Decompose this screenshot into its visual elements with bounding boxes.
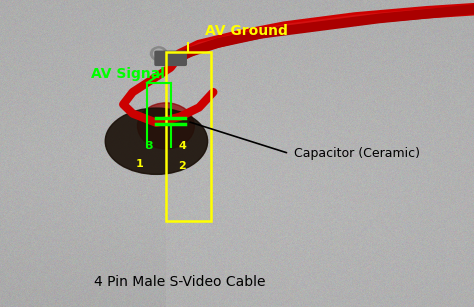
Ellipse shape — [105, 108, 208, 174]
Text: 1: 1 — [136, 159, 144, 169]
Text: 3: 3 — [146, 141, 153, 151]
Ellipse shape — [154, 49, 164, 58]
Text: 2: 2 — [179, 161, 186, 171]
Ellipse shape — [137, 103, 194, 149]
Bar — [166, 52, 211, 221]
Ellipse shape — [151, 47, 167, 61]
Text: AV Signal: AV Signal — [91, 67, 165, 81]
FancyBboxPatch shape — [155, 51, 186, 65]
Text: AV Ground: AV Ground — [205, 24, 288, 38]
Text: Capacitor (Ceramic): Capacitor (Ceramic) — [294, 147, 420, 160]
Text: 4 Pin Male S-Video Cable: 4 Pin Male S-Video Cable — [94, 275, 266, 290]
Text: 4: 4 — [179, 141, 186, 151]
